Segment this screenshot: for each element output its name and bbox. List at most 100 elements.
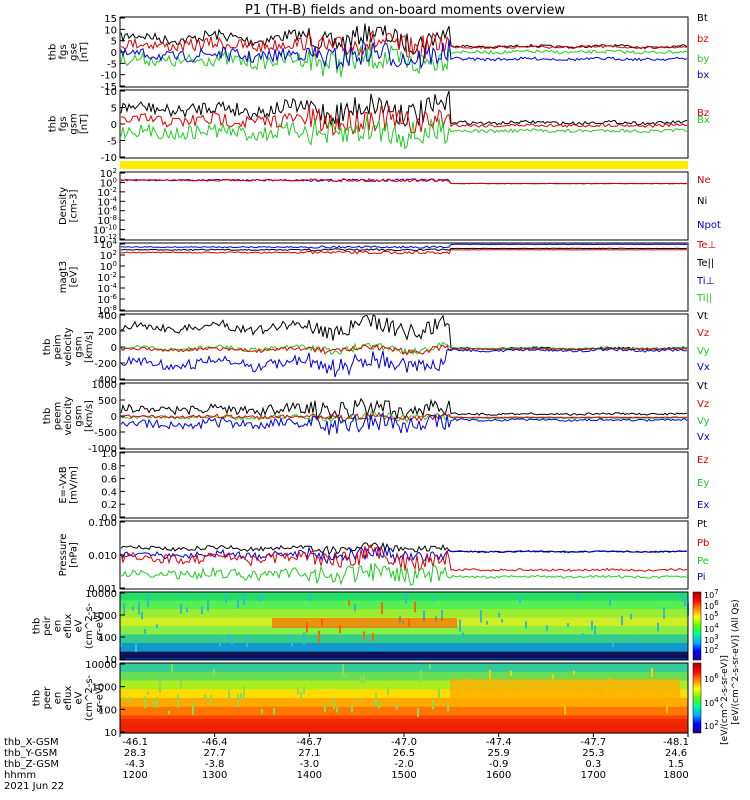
x-tick-label-t: 1600 bbox=[486, 770, 511, 781]
x-tick-label-y: 28.3 bbox=[124, 748, 146, 759]
panel-frame bbox=[119, 451, 689, 519]
y-axis-label: thbpeimvelocitygsm[km/s] bbox=[42, 327, 95, 366]
spectrogram-cell bbox=[432, 699, 434, 710]
colorbar-tick-label: 105 bbox=[704, 610, 719, 622]
xaxis-row-label: thb_Z-GSM bbox=[4, 759, 59, 770]
x-tick-label-z: 0.3 bbox=[585, 759, 601, 770]
y-tick-label: 500 bbox=[98, 396, 117, 407]
y-axis-label: Pressure[nPa] bbox=[58, 534, 80, 577]
legend-bz: bz bbox=[697, 34, 709, 45]
spectrogram-cell bbox=[261, 593, 263, 601]
spectrogram-cell bbox=[582, 633, 584, 638]
y-tick-label: 100 bbox=[100, 176, 117, 189]
y-tick-label: 1000 bbox=[92, 683, 117, 694]
spectrogram-band bbox=[120, 609, 688, 618]
y-axis-label: Density[cm-3] bbox=[58, 187, 80, 225]
spectrogram-cell bbox=[447, 703, 449, 712]
spectrogram-cell bbox=[240, 692, 242, 700]
spectrogram-cell bbox=[237, 598, 239, 609]
legend-vy: Vy bbox=[697, 416, 710, 427]
legend-bx: Bx bbox=[697, 115, 710, 126]
spectrogram-cell bbox=[630, 613, 632, 620]
y-tick-label: 100 bbox=[98, 705, 117, 716]
series-line-red bbox=[120, 411, 688, 422]
legend-ti: Ti|| bbox=[696, 293, 712, 304]
y-tick-label: -5 bbox=[107, 137, 117, 148]
spectrogram-cell bbox=[339, 625, 341, 633]
y-tick-label: 10-8 bbox=[97, 304, 117, 317]
y-tick-label: 10-2 bbox=[97, 186, 117, 199]
series-line-blue bbox=[120, 347, 688, 378]
spectrogram-cell bbox=[132, 606, 134, 611]
x-tick-label-y: 26.5 bbox=[393, 748, 415, 759]
spectrogram-cell bbox=[180, 603, 182, 614]
colorbar-tick-label: 106 bbox=[704, 599, 719, 611]
y-tick-label: 0.0 bbox=[101, 513, 117, 524]
y-tick-label: 10-10 bbox=[93, 224, 117, 237]
y-tick-label: 10 bbox=[104, 728, 117, 739]
spectrogram-cell bbox=[336, 707, 338, 713]
spectrogram-cell bbox=[396, 703, 398, 710]
series-line-black bbox=[120, 247, 688, 252]
series-line-red bbox=[120, 29, 688, 60]
y-tick-label: 200 bbox=[98, 327, 117, 338]
spectrogram-cell bbox=[372, 633, 374, 642]
y-tick-label: 10000 bbox=[85, 589, 117, 600]
x-tick-label-t: 1200 bbox=[122, 770, 147, 781]
series-line-blue bbox=[120, 546, 688, 565]
x-tick-label-z: -4.3 bbox=[125, 759, 145, 770]
x-tick-label-t: 1800 bbox=[663, 770, 688, 781]
panel-efield: 1.0 0.8 0.60.4 0.2 0.0 E=-VxB[mV/m] Ez Ey Ex bbox=[58, 449, 710, 524]
series-line-red bbox=[120, 105, 688, 136]
colorbar-electron bbox=[692, 662, 702, 734]
y-tick-label: 10-4 bbox=[97, 282, 117, 295]
spectrogram-cell bbox=[207, 600, 209, 611]
y-tick-label: 0 bbox=[111, 343, 117, 354]
spectrogram-cell bbox=[180, 680, 182, 689]
status-bar bbox=[120, 161, 688, 169]
legend-pe: Pe bbox=[697, 556, 709, 567]
spectrogram-cell bbox=[351, 704, 353, 713]
spectrogram-lowband bbox=[120, 652, 688, 658]
spectrogram-band bbox=[120, 634, 688, 644]
y-tick-label: 0 bbox=[111, 120, 117, 131]
spectrogram-cell bbox=[300, 691, 302, 700]
y-tick-label: 15 bbox=[104, 14, 117, 25]
xaxis-row-label: thb_X-GSM bbox=[4, 737, 59, 748]
colorbar-tick-label: 102 bbox=[704, 643, 719, 655]
x-tick-label-t: 1500 bbox=[391, 770, 416, 781]
spectrogram-cell bbox=[318, 630, 320, 644]
spectrogram-cell bbox=[156, 696, 158, 708]
spectrogram-hotspot bbox=[272, 618, 457, 628]
spectrogram-cell bbox=[489, 669, 491, 679]
spectrogram-cell bbox=[381, 602, 383, 615]
spectrogram-cell bbox=[153, 699, 155, 708]
spectrogram-cell bbox=[168, 711, 170, 715]
panel-ele_spec: 10000 1000 100 10 thbpeerenefluxeV(cm^2-s-sr… bbox=[32, 660, 689, 739]
spectrogram-cell bbox=[486, 621, 488, 625]
spectrogram-cell bbox=[567, 623, 569, 627]
spectrogram-cell bbox=[681, 592, 683, 602]
spectrogram-cell bbox=[417, 707, 419, 717]
x-tick-label-z: -3.0 bbox=[300, 759, 320, 770]
spectrogram-cell bbox=[144, 696, 146, 709]
spectrogram-cell bbox=[201, 606, 203, 615]
spectrogram-cell bbox=[129, 696, 131, 703]
x-tick-label-z: -0.9 bbox=[489, 759, 509, 770]
y-axis-label: thbfgsgsm[nT] bbox=[47, 113, 90, 134]
legend-vx: Vx bbox=[697, 362, 710, 373]
colorbar-tick-label: 107 bbox=[704, 588, 719, 600]
spectrogram-band bbox=[120, 592, 688, 601]
legend-ti: Ti⊥ bbox=[696, 276, 714, 287]
y-tick-label: 0.6 bbox=[101, 475, 117, 486]
y-tick-label: 10 bbox=[104, 655, 117, 666]
y-tick-label: -1000 bbox=[88, 444, 117, 455]
y-tick-label: 5 bbox=[111, 104, 117, 115]
x-tick-label-z: -2.0 bbox=[394, 759, 414, 770]
legend-vx: Vx bbox=[697, 432, 710, 443]
spectrogram-cell bbox=[387, 687, 389, 696]
y-tick-label: 5 bbox=[111, 37, 117, 48]
